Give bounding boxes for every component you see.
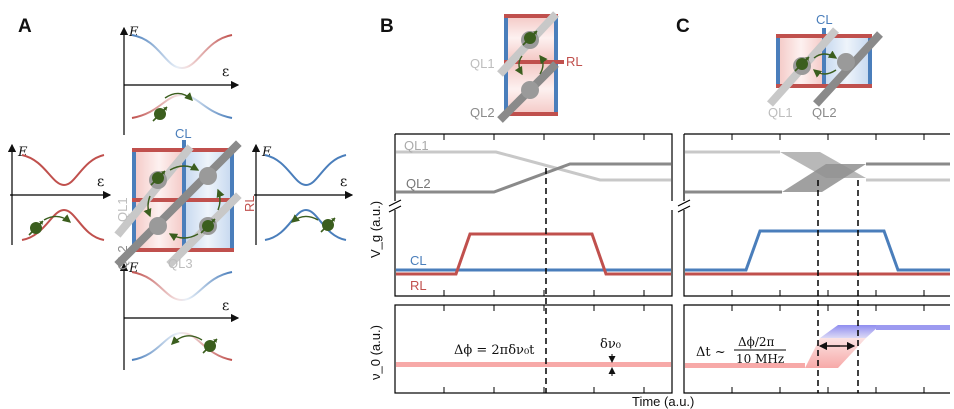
ql1-trace-label-b: QL1 — [404, 138, 429, 153]
energy-diagram-bottom: E ε — [119, 261, 240, 370]
plot-c-gates — [683, 210, 950, 297]
cl-label-a: CL — [175, 126, 192, 141]
dt-numerator: Δϕ/2π — [738, 335, 775, 349]
cl-trace-label-b: CL — [410, 253, 427, 268]
time-axis-label: Time (a.u.) — [632, 394, 694, 409]
cl-label-c: CL — [816, 12, 833, 27]
plot-b-freq: Δϕ = 2πδν₀t δν₀ — [394, 304, 673, 394]
ql3-label-a: QL3 — [168, 256, 193, 271]
panel-c-letter: C — [676, 16, 690, 37]
energy-diagram-top: E ε — [119, 25, 240, 135]
detuning-label-bottom: ε — [222, 298, 229, 314]
panel-a-letter: A — [18, 16, 32, 37]
panel-b: B QL1 QL2 RL — [368, 11, 673, 394]
detuning-label-left: ε — [97, 174, 104, 190]
panel-c: C CL QL1 QL2 — [676, 12, 950, 394]
delta-nu-label: δν₀ — [600, 337, 621, 352]
energy-diagram-left: E ε — [7, 143, 112, 245]
plot-b-ql: QL1 QL2 — [388, 133, 673, 213]
electron-icon — [28, 220, 44, 236]
rl-label-b: RL — [566, 54, 583, 69]
ql1-label-a: QL1 — [115, 197, 130, 222]
ql2-label-b: QL2 — [470, 105, 495, 120]
dt-denominator: 10 MHz — [736, 352, 784, 366]
plot-c-ql — [677, 133, 950, 213]
panel-a: A E ε E ε E ε — [7, 16, 354, 370]
rl-trace-label-b: RL — [410, 278, 427, 293]
voltage-axis-label: V_g (a.u.) — [368, 201, 383, 258]
ql1-label-b: QL1 — [470, 56, 495, 71]
ql2-label-a: QL2 — [115, 245, 130, 270]
freq-axis-label: ν_0 (a.u.) — [368, 325, 383, 380]
device-c: CL QL1 QL2 — [767, 12, 883, 120]
rl-label-a: RL — [242, 195, 257, 212]
energy-label-right: E — [261, 145, 272, 160]
phase-equation: Δϕ = 2πδν₀t — [454, 343, 535, 358]
device-a: CL RL QL1 QL2 QL3 — [114, 126, 257, 271]
plot-b-gates: CL RL — [394, 210, 673, 297]
electron-icon — [202, 338, 218, 354]
electron-icon — [320, 217, 336, 233]
energy-label-bottom: E — [128, 261, 139, 276]
dt-lhs: Δt ~ — [696, 345, 726, 360]
device-b: QL1 QL2 RL — [470, 11, 583, 123]
energy-label-left: E — [17, 145, 28, 160]
panel-b-letter: B — [380, 16, 394, 37]
ql1-label-c: QL1 — [768, 105, 793, 120]
detuning-label-right: ε — [340, 174, 347, 190]
ql2-label-c: QL2 — [812, 105, 837, 120]
energy-diagram-right: E ε — [251, 143, 354, 245]
plot-c-freq: Δt ~ Δϕ/2π 10 MHz — [683, 304, 950, 394]
energy-label-top: E — [128, 25, 139, 40]
ql2-trace-label-b: QL2 — [406, 176, 431, 191]
detuning-label-top: ε — [222, 64, 229, 80]
